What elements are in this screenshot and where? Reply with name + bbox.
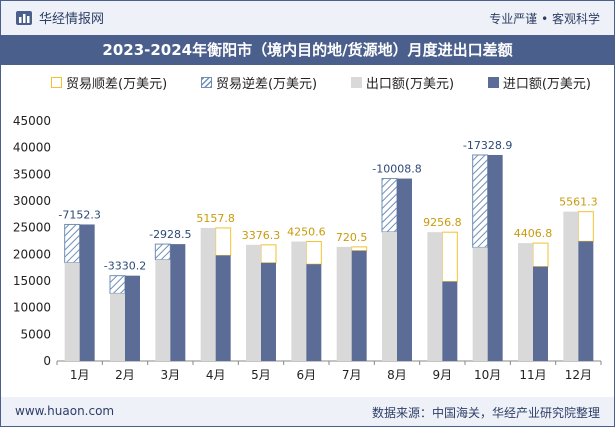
balance-label: 720.5 — [336, 231, 368, 244]
legend-export: 出口额(万美元) — [350, 73, 455, 92]
brand: 华经情报网 — [15, 8, 104, 27]
import-bar — [578, 241, 594, 361]
y-tick-label: 40000 — [13, 141, 51, 155]
legend-surplus: 贸易顺差(万美元) — [51, 73, 167, 92]
surplus-bar — [441, 231, 458, 283]
import-bar — [215, 255, 231, 361]
export-bar — [64, 262, 80, 361]
surplus-bar — [577, 211, 594, 242]
chart-title: 2023-2024年衡阳市（境内目的地/货源地）月度进出口差额 — [1, 35, 614, 65]
import-bar — [442, 281, 458, 361]
x-tick-label: 1月 — [70, 368, 90, 382]
balance-label: 5561.3 — [559, 196, 598, 209]
y-tick-label: 30000 — [13, 194, 51, 208]
y-tick-label: 15000 — [13, 274, 51, 288]
surplus-bar — [532, 242, 549, 268]
y-tick-label: 5000 — [20, 327, 51, 341]
legend-surplus-swatch — [51, 77, 62, 88]
legend-deficit-swatch — [200, 77, 212, 88]
deficit-bar — [154, 243, 171, 261]
export-bar — [110, 293, 125, 361]
y-tick-label: 35000 — [13, 167, 51, 181]
surplus-bar — [305, 241, 322, 265]
x-tick-label: 3月 — [161, 368, 181, 382]
x-tick-label: 11月 — [519, 368, 546, 382]
x-tick-label: 10月 — [474, 368, 501, 382]
import-bar — [125, 275, 140, 361]
balance-label: -17328.9 — [463, 139, 512, 152]
balance-label: -2928.5 — [149, 228, 191, 241]
surplus-bar — [215, 227, 232, 256]
y-tick-label: 45000 — [13, 114, 51, 128]
export-bar — [472, 247, 488, 361]
legend-deficit-label: 贸易逆差(万美元) — [215, 77, 318, 92]
legend-export-swatch — [350, 77, 362, 88]
x-tick-label: 8月 — [387, 368, 407, 382]
balance-label: 9256.8 — [423, 216, 462, 229]
x-tick-label: 12月 — [565, 368, 592, 382]
legend-deficit: 贸易逆差(万美元) — [200, 73, 318, 92]
export-bar — [336, 246, 352, 361]
legend-import-label: 进口额(万美元) — [502, 77, 591, 92]
import-bar — [261, 262, 276, 361]
import-bar — [170, 244, 186, 361]
footer-site: www.huaon.com — [15, 404, 115, 418]
export-bar — [155, 259, 171, 361]
deficit-bar — [472, 154, 489, 248]
y-tick-label: 0 — [43, 354, 51, 368]
legend-import-swatch — [487, 77, 499, 88]
x-tick-label: 6月 — [297, 368, 317, 382]
export-bar — [291, 241, 307, 361]
brand-name: 华经情报网 — [39, 12, 105, 27]
balance-label: 4406.8 — [514, 227, 553, 240]
legend-surplus-label: 贸易顺差(万美元) — [66, 77, 168, 92]
deficit-bar — [109, 275, 126, 294]
deficit-bar — [381, 178, 398, 233]
balance-label: -3330.2 — [104, 260, 146, 273]
surplus-bar — [260, 244, 277, 264]
balance-label: 4250.6 — [287, 226, 326, 239]
surplus-bar — [351, 246, 368, 252]
import-bar — [306, 264, 322, 361]
bar-chart: 0 5000 10000 15000 20000 25000 30000 35000 40000… — [13, 114, 602, 382]
y-tick-label: 25000 — [13, 221, 51, 235]
footer: www.huaon.com 数据来源：中国海关，华经产业研究院整理 — [1, 397, 614, 426]
x-tick-label: 2月 — [115, 368, 135, 382]
legend: 贸易顺差(万美元) 贸易逆差(万美元) 出口额(万美元) 进口额(万美元) — [51, 73, 591, 92]
import-bar — [397, 178, 412, 361]
balance-label: 3376.3 — [242, 229, 281, 242]
x-tick-label: 5月 — [251, 368, 271, 382]
import-bar — [351, 250, 367, 361]
import-bar — [487, 154, 503, 361]
legend-export-label: 出口额(万美元) — [365, 77, 455, 92]
y-tick-label: 20000 — [13, 247, 51, 261]
export-bar — [382, 231, 397, 361]
top-bar: 华经情报网 专业严谨 • 客观科学 — [1, 1, 614, 35]
balance-label: 5157.8 — [196, 212, 235, 225]
logo-icon — [16, 10, 32, 25]
deficit-bar — [64, 223, 81, 264]
legend-import: 进口额(万美元) — [487, 73, 591, 92]
x-tick-label: 9月 — [433, 368, 453, 382]
tagline: 专业严谨 • 客观科学 — [489, 12, 600, 26]
balance-label: -7152.3 — [58, 208, 100, 221]
y-tick-label: 10000 — [13, 301, 51, 315]
export-bar — [246, 244, 261, 361]
x-tick-label: 4月 — [206, 368, 226, 382]
export-bar — [518, 243, 533, 361]
export-bar — [563, 211, 579, 361]
footer-source: 数据来源：中国海关，华经产业研究院整理 — [371, 406, 600, 420]
import-bar — [79, 224, 95, 361]
export-bar — [200, 227, 216, 361]
export-bar — [427, 232, 443, 361]
balance-label: -10008.8 — [372, 163, 421, 176]
import-bar — [533, 266, 548, 361]
x-tick-label: 7月 — [342, 368, 362, 382]
